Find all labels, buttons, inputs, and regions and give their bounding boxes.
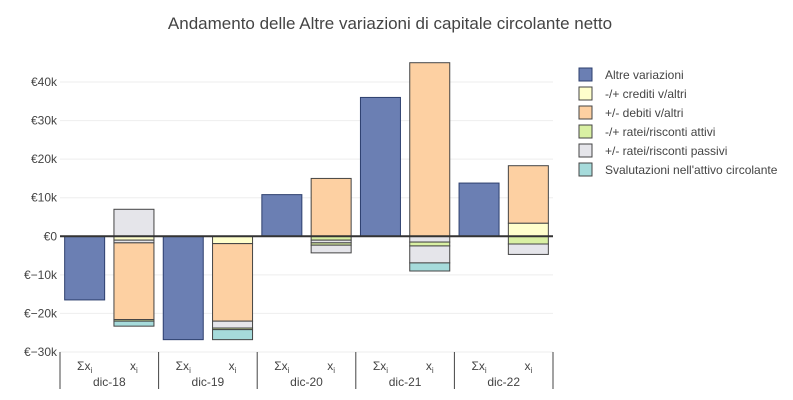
subscript: i bbox=[485, 366, 487, 375]
x-group-label: dic-20 bbox=[290, 375, 323, 389]
y-tick-label: €20k bbox=[31, 152, 58, 166]
bar-segment bbox=[113, 242, 155, 321]
bar-segment bbox=[212, 329, 254, 341]
subscript: i bbox=[386, 366, 388, 375]
x-sub-label-item: xi bbox=[130, 359, 138, 375]
subscript: i bbox=[333, 366, 335, 375]
x-sub-label-item: xi bbox=[524, 359, 532, 375]
legend-item[interactable]: -/+ ratei/risconti attivi bbox=[578, 124, 715, 139]
bar-total bbox=[64, 235, 106, 301]
bar-segment bbox=[212, 320, 254, 329]
legend-swatch bbox=[578, 105, 593, 120]
bar-segment bbox=[310, 244, 352, 254]
x-group-label: dic-19 bbox=[192, 375, 225, 389]
subscript: i bbox=[432, 366, 434, 375]
x-group-label: dic-18 bbox=[93, 375, 126, 389]
bar-segment bbox=[409, 241, 451, 247]
bar-segment bbox=[409, 245, 451, 264]
legend-label: Svalutazioni nell'attivo circolante bbox=[605, 163, 778, 177]
bar-segment bbox=[409, 62, 451, 237]
subscript: i bbox=[235, 366, 237, 375]
legend-item[interactable]: -/+ crediti v/altri bbox=[578, 86, 687, 101]
x-sub-label-sum: Σxi bbox=[77, 359, 92, 375]
legend-swatch bbox=[578, 67, 593, 82]
legend-swatch bbox=[578, 124, 593, 139]
x-group-label: dic-21 bbox=[389, 375, 422, 389]
subscript: i bbox=[136, 366, 138, 375]
legend-swatch bbox=[578, 143, 593, 158]
legend-item[interactable]: +/- debiti v/altri bbox=[578, 105, 683, 120]
legend-item[interactable]: +/- ratei/risconti passivi bbox=[578, 143, 727, 158]
y-tick-label: €10k bbox=[31, 191, 58, 205]
x-sub-label-item: xi bbox=[229, 359, 237, 375]
x-sub-label-sum: Σxi bbox=[373, 359, 388, 375]
legend-swatch bbox=[578, 162, 593, 177]
bar-segment bbox=[212, 243, 254, 322]
y-tick-label: €−20k bbox=[24, 306, 58, 320]
legend-label: +/- ratei/risconti passivi bbox=[605, 144, 727, 158]
x-sub-label-sum: Σxi bbox=[471, 359, 486, 375]
bar-total bbox=[162, 235, 204, 341]
bar-segment bbox=[212, 235, 254, 245]
bar-total bbox=[458, 182, 500, 237]
subscript: i bbox=[189, 366, 191, 375]
legend-label: +/- debiti v/altri bbox=[605, 106, 683, 120]
legend-item[interactable]: Altre variazioni bbox=[578, 67, 684, 82]
bar-segment bbox=[507, 222, 549, 237]
subscript: i bbox=[288, 366, 290, 375]
x-sub-label-item: xi bbox=[327, 359, 335, 375]
legend-item[interactable]: Svalutazioni nell'attivo circolante bbox=[578, 162, 778, 177]
bar-total bbox=[261, 194, 303, 237]
chart-title: Andamento delle Altre variazioni di capi… bbox=[168, 14, 612, 33]
bar-segment bbox=[310, 177, 352, 237]
x-group-label: dic-22 bbox=[487, 375, 520, 389]
x-sub-label-item: xi bbox=[426, 359, 434, 375]
bar-segment bbox=[507, 165, 549, 224]
subscript: i bbox=[90, 366, 92, 375]
y-tick-label: €−30k bbox=[24, 345, 58, 359]
bar-segment bbox=[507, 235, 549, 245]
y-tick-label: €0 bbox=[44, 229, 58, 243]
bar-segment bbox=[409, 262, 451, 272]
legend-label: -/+ crediti v/altri bbox=[605, 87, 687, 101]
y-tick-label: €−10k bbox=[24, 268, 58, 282]
bar-segment bbox=[507, 243, 549, 255]
y-tick-label: €40k bbox=[31, 75, 58, 89]
y-axis: €40k €30k €20k €10k €0 €−10k €−20k €−30k bbox=[24, 75, 58, 359]
bars bbox=[64, 62, 549, 341]
legend-swatch bbox=[578, 86, 593, 101]
bar-segment bbox=[113, 320, 155, 327]
x-sub-label-sum: Σxi bbox=[274, 359, 289, 375]
x-sub-label-sum: Σxi bbox=[176, 359, 191, 375]
subscript: i bbox=[530, 366, 532, 375]
bar-segment bbox=[113, 208, 155, 237]
bar-total bbox=[359, 96, 401, 237]
y-tick-label: €30k bbox=[31, 114, 58, 128]
legend-label: -/+ ratei/risconti attivi bbox=[605, 125, 715, 139]
legend[interactable]: Altre variazioni -/+ crediti v/altri +/- d… bbox=[578, 67, 778, 177]
legend-label: Altre variazioni bbox=[605, 68, 684, 82]
